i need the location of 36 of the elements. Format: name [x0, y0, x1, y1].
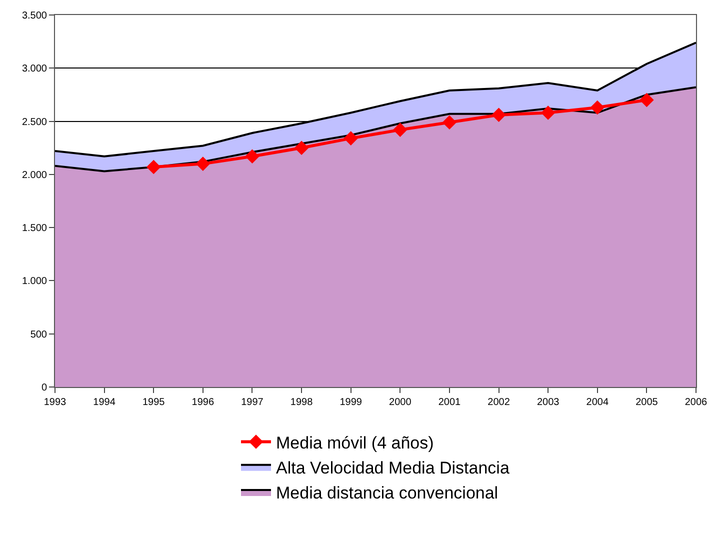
point — [196, 156, 210, 171]
point — [344, 131, 358, 146]
y-tick-label: 3.000 — [22, 64, 48, 75]
point — [146, 160, 161, 174]
y-tick-label: 2.500 — [22, 116, 48, 128]
x-tick-label: 2001 — [438, 397, 462, 408]
point — [492, 108, 506, 122]
y-tick-label: 2.000 — [22, 170, 48, 181]
y-tick-label: 500 — [30, 329, 48, 340]
point — [245, 149, 260, 164]
x-tick-label: 1997 — [241, 397, 264, 408]
y-tick-label: 0 — [41, 382, 48, 394]
y-tick-label: 1.500 — [22, 223, 48, 234]
point — [393, 122, 408, 137]
point — [442, 115, 457, 130]
x-tick-label: 1999 — [340, 397, 362, 408]
x-tick-label: 2000 — [389, 397, 412, 408]
x-tick-label: 1998 — [290, 397, 314, 408]
x-tick-label: 2002 — [488, 397, 510, 408]
x-tick-label: 1995 — [142, 397, 166, 408]
x-tick-label: 1994 — [93, 397, 116, 408]
x-tick-label: 2005 — [636, 397, 658, 408]
legend-label: Media distancia convencional — [276, 484, 498, 503]
x-tick-label: 2004 — [586, 397, 609, 408]
y-tick-label: 1.000 — [22, 276, 48, 288]
x-tick-label: 1993 — [44, 397, 67, 408]
point — [540, 106, 556, 120]
legend-label: Alta Velocidad Media Distancia — [276, 458, 510, 478]
point — [590, 100, 605, 115]
point — [294, 140, 309, 156]
y-tick-label: 3.500 — [22, 10, 48, 22]
x-tick-label: 1996 — [192, 397, 214, 408]
legend-label: Media móvil (4 años) — [276, 433, 434, 452]
x-tick-label: 2006 — [684, 397, 708, 408]
point — [640, 92, 654, 108]
x-tick-label: 2003 — [536, 397, 560, 408]
